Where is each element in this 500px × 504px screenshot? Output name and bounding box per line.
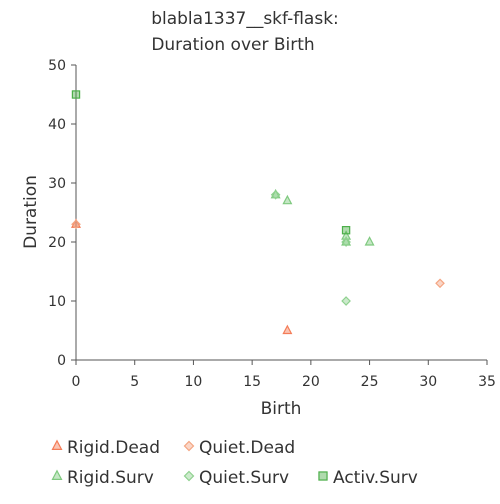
x-tick-label: 15 xyxy=(243,374,261,390)
data-points-layer xyxy=(71,90,445,335)
chart-title-line-1: blabla1337__skf-flask: xyxy=(151,9,339,29)
legend-item: Quiet.Surv xyxy=(183,468,289,488)
x-tick-label: 25 xyxy=(361,374,379,390)
legend-marker xyxy=(318,471,328,481)
data-point xyxy=(270,189,281,200)
y-tick-label: 20 xyxy=(48,235,66,251)
y-tick-label: 0 xyxy=(57,353,66,369)
x-tick-label: 5 xyxy=(130,374,139,390)
legend-label: Quiet.Dead xyxy=(199,438,295,458)
data-point xyxy=(282,324,293,335)
x-tick-label: 10 xyxy=(185,374,203,390)
data-point xyxy=(71,90,81,99)
x-tick-label: 20 xyxy=(302,374,320,390)
x-tick-label: 35 xyxy=(478,374,496,390)
x-tick-label: 30 xyxy=(419,374,437,390)
legend-item: Activ.Surv xyxy=(318,468,418,488)
data-point xyxy=(364,236,375,246)
legend-item: Quiet.Dead xyxy=(183,438,295,458)
y-tick-label: 30 xyxy=(48,176,66,192)
legend-item: Rigid.Dead xyxy=(51,438,160,458)
legend-marker xyxy=(51,439,63,450)
legend-marker xyxy=(51,469,63,480)
legend-label: Rigid.Dead xyxy=(67,438,160,458)
data-point xyxy=(341,237,351,247)
data-point xyxy=(341,230,352,240)
y-tick-label: 10 xyxy=(48,294,66,310)
legend-label: Quiet.Surv xyxy=(199,468,289,488)
y-axis-label: Duration xyxy=(21,175,41,249)
data-point xyxy=(282,194,293,205)
x-axis-label: Birth xyxy=(261,399,302,419)
legend-label: Rigid.Surv xyxy=(67,468,154,488)
y-tick-label: 40 xyxy=(48,117,66,133)
legend-label: Activ.Surv xyxy=(333,468,418,488)
legend-marker xyxy=(183,440,195,452)
data-point xyxy=(341,236,352,246)
data-point xyxy=(270,188,281,199)
data-point xyxy=(341,226,351,235)
axes: 0 5 10 15 20 25 30 35 0 10 20 30 40 50 xyxy=(48,58,496,390)
data-point xyxy=(341,296,351,306)
y-tick-label: 50 xyxy=(48,58,66,74)
legend-item: Rigid.Surv xyxy=(51,468,154,488)
x-tick-label: 0 xyxy=(72,374,81,390)
legend-marker xyxy=(183,470,195,482)
legend: Rigid.Dead Quiet.Dead Rigid.Surv Quiet.Surv… xyxy=(51,438,418,488)
data-point xyxy=(71,218,81,228)
data-point xyxy=(71,219,81,230)
chart-title-line-2: Duration over Birth xyxy=(151,35,314,55)
data-point xyxy=(435,278,445,289)
